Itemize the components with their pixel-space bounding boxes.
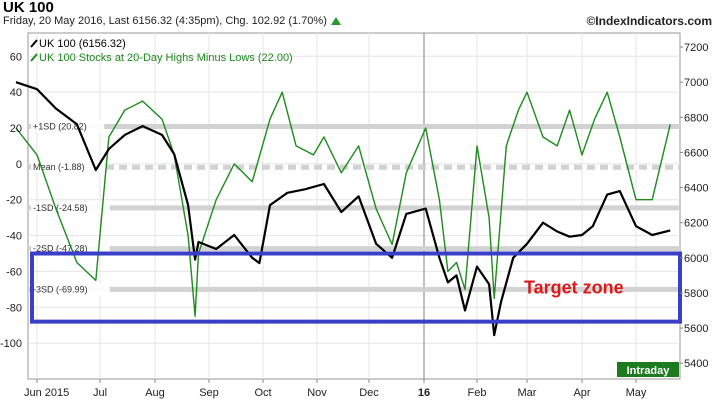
right-tick-label: 6600 bbox=[684, 147, 708, 159]
x-axis: Jun 2015 Jul Aug Sep Oct Nov Dec 16 Feb Mar Apr May bbox=[24, 379, 647, 399]
legend: UK 100 (6156.32) UK 100 Stocks at 20-Day … bbox=[30, 38, 293, 64]
sd-level-label: -3SD (-69.99) bbox=[33, 284, 88, 294]
x-tick-label: Mar bbox=[518, 387, 537, 399]
x-tick-label: 16 bbox=[418, 387, 430, 399]
quote-summary: Friday, 20 May 2016, Last 6156.32 (4:35p… bbox=[3, 15, 341, 27]
sd-level-label: +1SD (20.82) bbox=[33, 122, 87, 132]
right-tick-label: 5600 bbox=[684, 323, 708, 335]
right-tick-label: 6400 bbox=[684, 183, 708, 195]
x-tick-label: Feb bbox=[468, 387, 487, 399]
sd-level-label: -1SD (-24.58) bbox=[33, 203, 88, 213]
sd-level-label-bg bbox=[31, 161, 105, 174]
site-watermark: ©IndexIndicators.com bbox=[586, 14, 712, 28]
right-tick-label: 6800 bbox=[684, 112, 708, 124]
x-tick-label: Apr bbox=[573, 387, 590, 399]
x-tick-label: Sep bbox=[199, 387, 219, 399]
legend-swatch bbox=[30, 53, 38, 62]
sd-levels: +1SD (20.82) Mean (-1.88) -1SD (-24.58) -2S… bbox=[28, 120, 680, 296]
quote-summary-text: Friday, 20 May 2016, Last 6156.32 (4:35p… bbox=[3, 15, 327, 27]
x-tick-label: Oct bbox=[254, 387, 271, 399]
x-tick-label: Jul bbox=[93, 387, 107, 399]
sd-level-label-bg bbox=[31, 201, 110, 214]
intraday-badge-bg bbox=[617, 362, 679, 377]
x-tick-label: Aug bbox=[145, 387, 165, 399]
x-tick-label: Nov bbox=[307, 387, 327, 399]
sd-level-label-bg bbox=[31, 283, 110, 296]
intraday-badge-label: Intraday bbox=[627, 365, 671, 377]
intraday-badge: Intraday bbox=[617, 362, 679, 377]
sd-level-label: -2SD (-47.28) bbox=[33, 244, 88, 254]
target-zone-label: Target zone bbox=[524, 278, 624, 298]
right-tick-label: 7200 bbox=[684, 42, 708, 54]
left-tick-label: 20 bbox=[10, 123, 22, 135]
left-tick-label: -40 bbox=[6, 231, 22, 243]
x-tick-label: Jun 2015 bbox=[24, 387, 69, 399]
x-tick-label: Dec bbox=[359, 387, 379, 399]
right-tick-label: 6000 bbox=[684, 253, 708, 265]
chart-title: UK 100 bbox=[3, 0, 54, 16]
right-axis: 7200 7000 6800 6600 6400 6200 6000 5800 5600 5400 bbox=[680, 42, 708, 370]
legend-label: UK 100 Stocks at 20-Day Highs Minus Lows… bbox=[39, 52, 293, 64]
sd-level-label: Mean (-1.88) bbox=[33, 162, 85, 172]
left-tick-label: -80 bbox=[6, 302, 22, 314]
right-tick-label: 5800 bbox=[684, 288, 708, 300]
right-tick-label: 5400 bbox=[684, 358, 708, 370]
left-tick-label: -60 bbox=[6, 266, 22, 278]
left-tick-label: -20 bbox=[6, 195, 22, 207]
left-tick-label: 60 bbox=[10, 51, 22, 63]
series-line-highs-minus-lows bbox=[15, 91, 671, 317]
up-triangle-icon bbox=[330, 17, 341, 25]
series-line-uk100 bbox=[15, 81, 671, 337]
sd-level-label-bg bbox=[31, 120, 105, 133]
right-tick-label: 6200 bbox=[684, 218, 708, 230]
series-layer bbox=[15, 81, 671, 337]
legend-label: UK 100 (6156.32) bbox=[39, 38, 126, 50]
left-tick-label: 0 bbox=[16, 159, 22, 171]
x-tick-label: May bbox=[626, 387, 647, 399]
target-zone-box bbox=[30, 251, 682, 324]
left-tick-label: 40 bbox=[10, 87, 22, 99]
right-tick-label: 7000 bbox=[684, 77, 708, 89]
legend-swatch bbox=[30, 39, 38, 48]
left-tick-label: -100 bbox=[0, 338, 22, 350]
left-axis: 60 40 20 0 -20 -40 -60 -80 -100 bbox=[0, 51, 22, 350]
